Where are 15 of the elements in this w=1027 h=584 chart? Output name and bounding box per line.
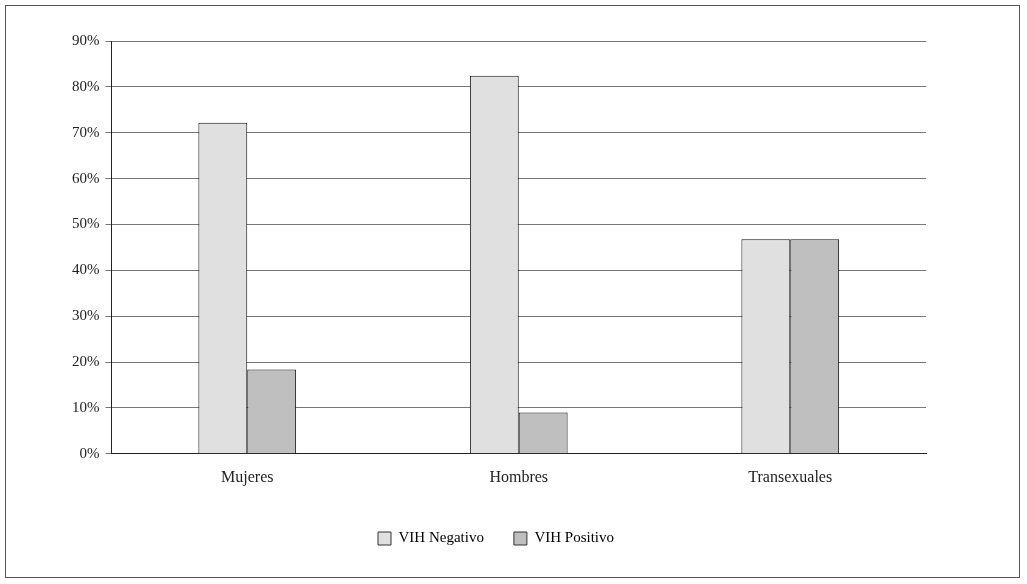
y-tick-label: 0% [79,444,100,461]
x-tick-label: Transexuales [748,467,833,485]
x-tick-label: Mujeres [221,467,274,486]
y-tick-label: 50% [72,215,100,232]
y-tick-label: 80% [72,77,100,94]
legend-label: VIH Negativo [398,529,484,546]
y-tick-label: 60% [72,169,100,186]
legend-label: VIH Positivo [534,529,614,546]
x-tick-label: Hombres [489,467,549,485]
y-tick-label: 70% [72,123,100,140]
y-tick-label: 20% [72,353,100,369]
y-tick-label: 30% [72,307,100,324]
y-tick-label: 10% [72,398,100,415]
y-tick-label: 90% [72,31,100,48]
y-tick-label: 40% [72,261,100,278]
